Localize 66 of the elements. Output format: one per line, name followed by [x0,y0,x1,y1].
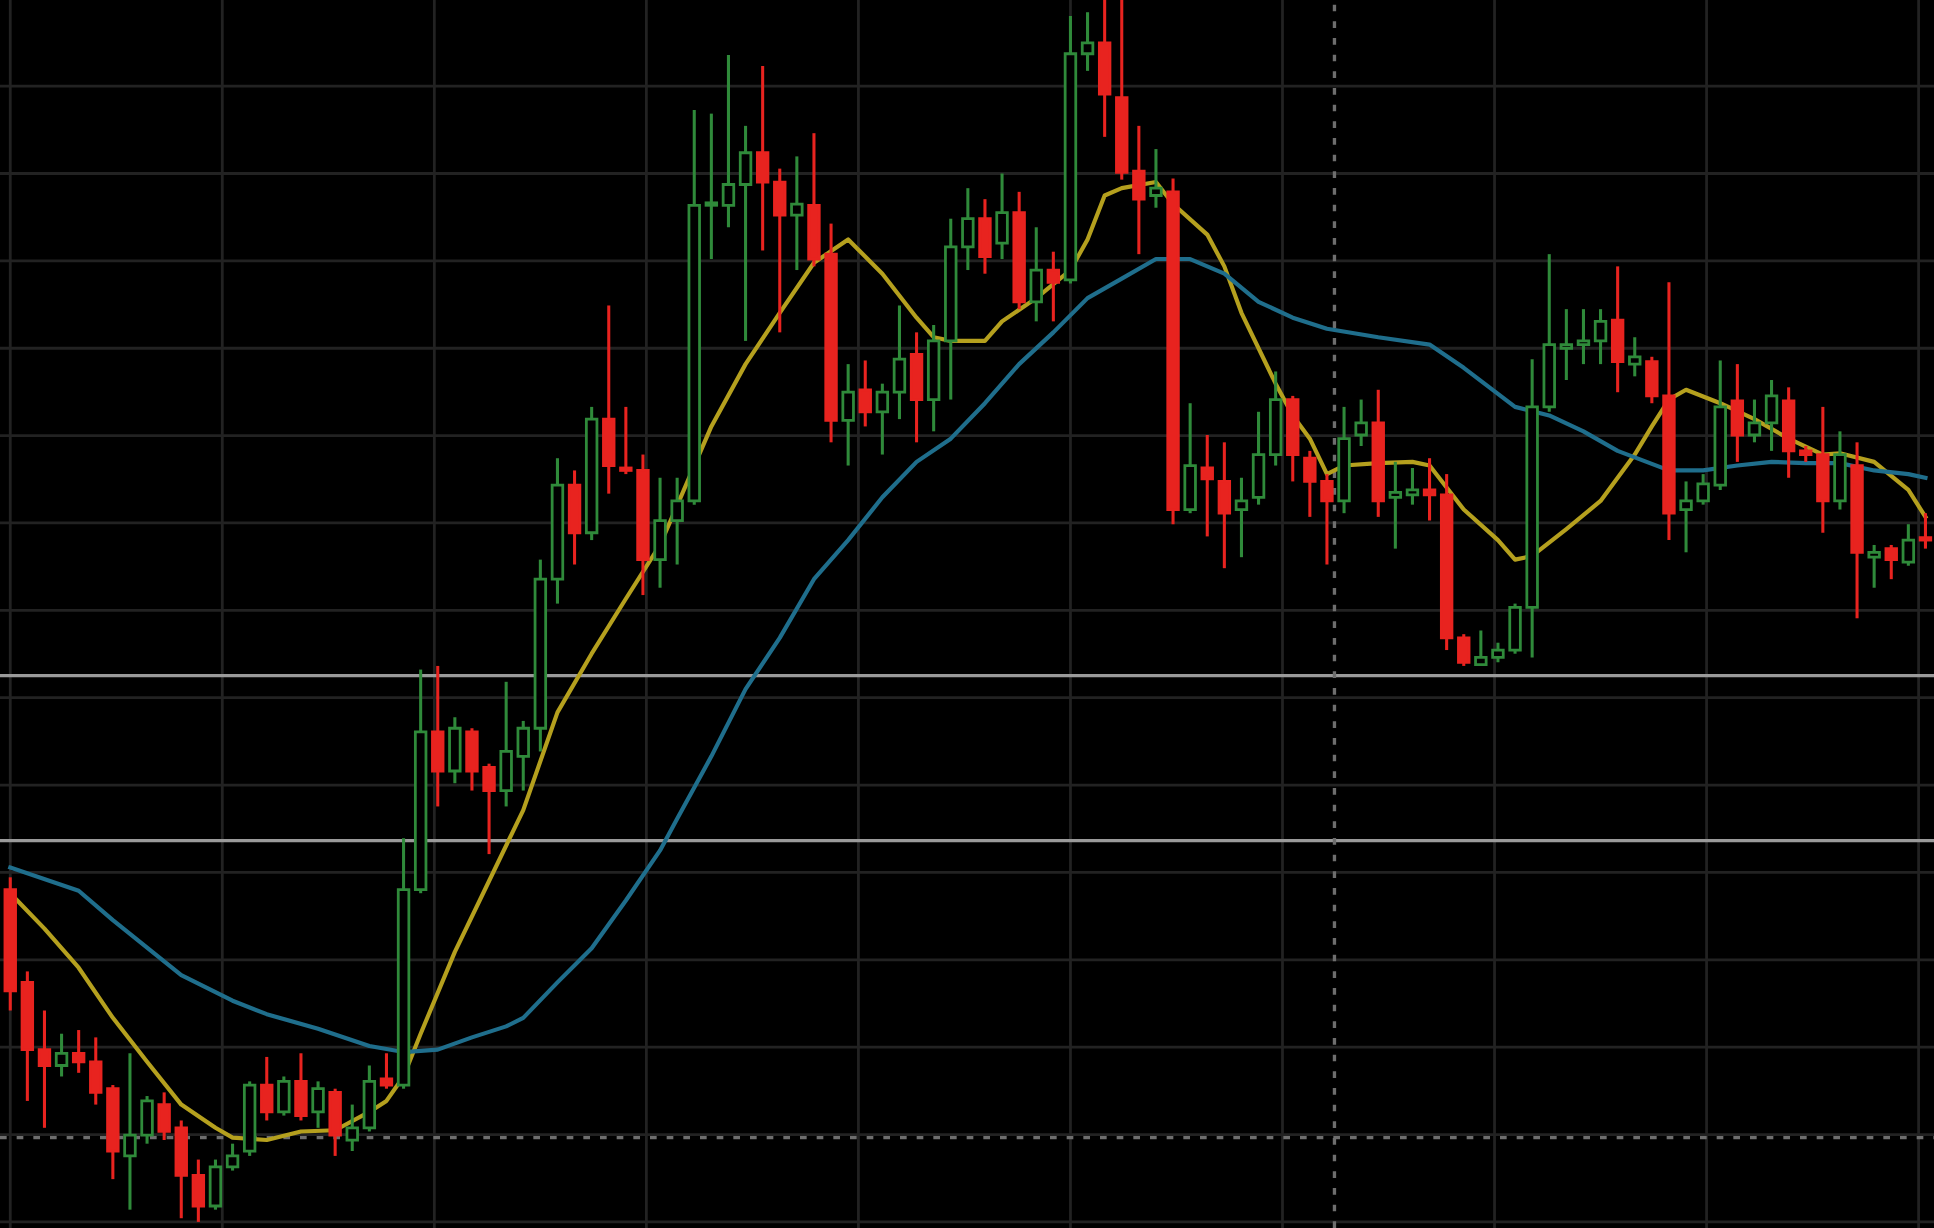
candlestick [431,664,445,808]
candlestick [1593,307,1608,366]
candlestick [721,53,736,229]
candlestick [567,468,582,567]
candlestick [260,1055,274,1122]
candlestick [37,1008,52,1130]
candlestick [294,1051,308,1122]
candlestick [225,1142,240,1173]
candlestick [1029,225,1043,323]
candlestick [277,1074,291,1118]
candlestick [1747,398,1762,444]
candlestick [790,154,804,272]
candlestick [704,112,719,261]
candlestick [174,1118,188,1220]
candlestick [54,1032,69,1079]
candlestick [1884,543,1898,581]
candlestick [1234,476,1249,559]
candlestick [1046,250,1061,323]
candlestick [1901,522,1916,568]
candlestick [1388,460,1403,551]
candlestick [345,1103,359,1153]
candlestick [892,303,907,421]
candlestick [773,167,787,334]
candlestick [1559,307,1574,382]
candlestick [1833,429,1847,512]
candlestick [1867,543,1881,590]
candlestick [328,1087,342,1158]
candlestick [1251,410,1266,507]
candlestick [516,719,530,793]
candlestick [71,1028,86,1075]
candlestick [1764,378,1779,453]
candlestick [738,124,753,343]
candlestick [961,186,975,272]
candlestick [1730,362,1745,464]
candlestick [858,358,872,428]
candlestick [1200,433,1214,538]
candlestick [875,382,890,457]
candlestick [157,1090,171,1142]
candlestick [311,1079,325,1130]
candlestick [1457,632,1471,668]
candlestick [1132,124,1146,256]
candlestick [89,1035,103,1107]
candlestick [1422,456,1437,523]
candlestick [191,1158,206,1224]
candlestick [1610,264,1625,394]
candlestick [909,330,924,444]
candlestick [1183,401,1197,515]
candlestick [995,171,1009,261]
candlestick [841,362,855,468]
candlestick [1576,307,1591,366]
candlestick [1628,335,1642,378]
candlestick [1149,147,1163,210]
candlestick [1918,511,1933,551]
candlestick [1217,440,1232,570]
candlestick [1080,10,1095,73]
candlestick [448,715,462,785]
candlestick [1816,405,1830,535]
candlestick [1405,466,1420,507]
candlestick [602,303,616,496]
candlestick [1354,398,1368,448]
candlestick [755,64,770,253]
candlestick [978,197,992,276]
candlestick [362,1063,377,1133]
candlestick [499,680,513,808]
candlestick [379,1051,394,1091]
candlestick [208,1158,223,1212]
